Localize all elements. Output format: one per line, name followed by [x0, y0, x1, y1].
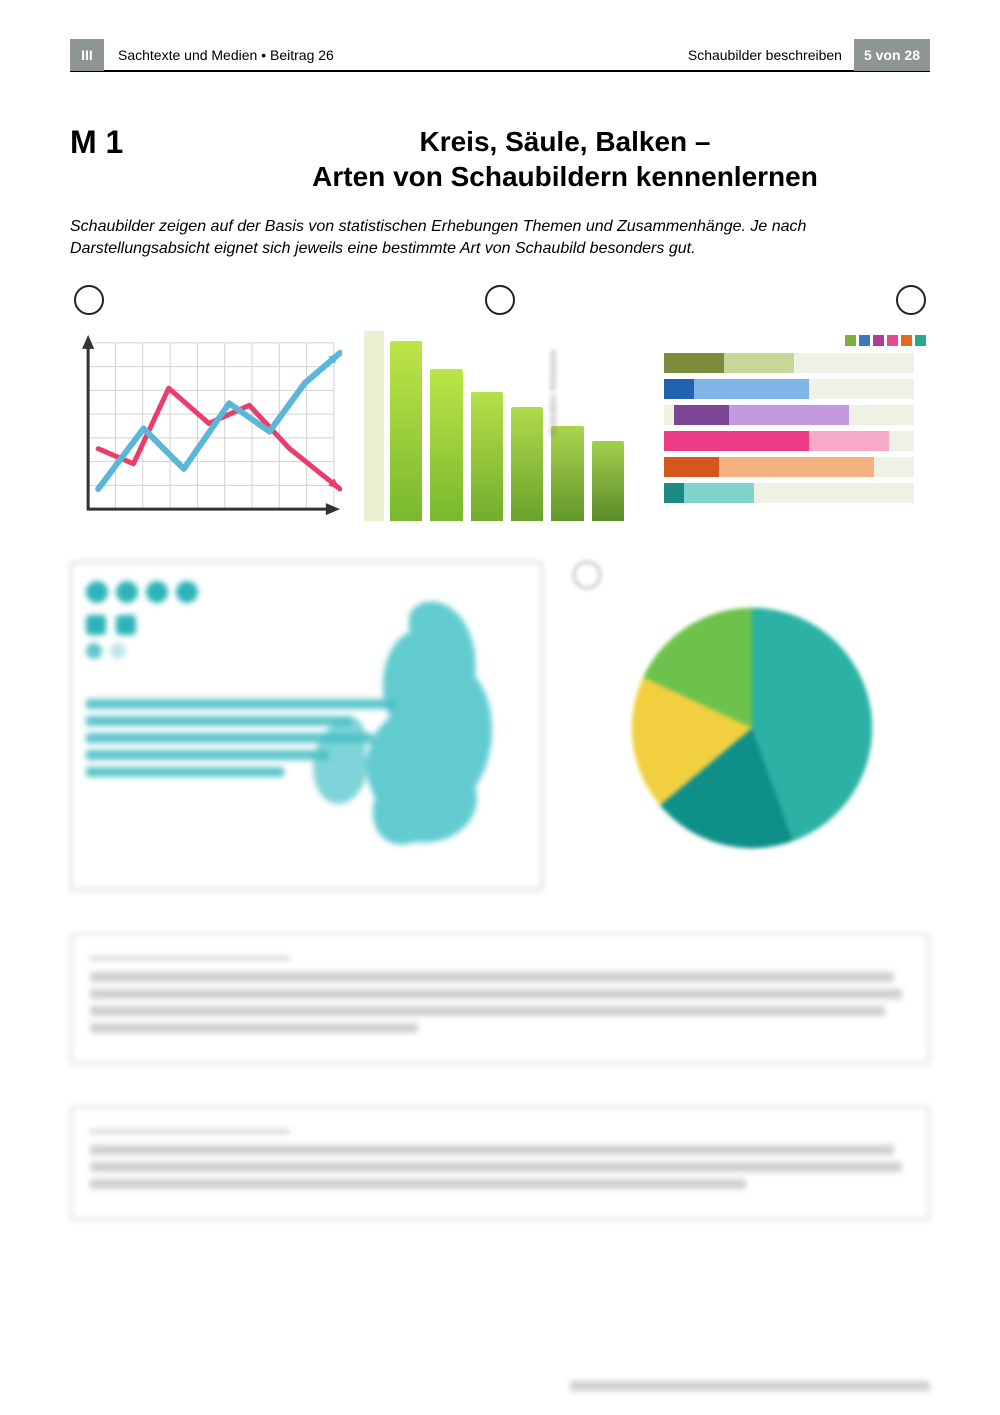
label-circle-3 [896, 285, 926, 315]
gantt-legend [845, 335, 926, 346]
page: III Sachtexte und Medien • Beitrag 26 Sc… [0, 0, 1000, 1415]
title-line1: Kreis, Säule, Balken – [419, 126, 710, 157]
map-shape [305, 587, 515, 857]
image-attribution: Illustration: thinkstock [548, 350, 558, 436]
header-topic: Schaubilder beschreiben [688, 47, 854, 63]
title-row: M 1 Kreis, Säule, Balken – Arten von Sch… [70, 124, 930, 194]
label-circle-4 [573, 561, 601, 589]
pie-chart-wrap [573, 561, 930, 891]
intro-paragraph: Schaubilder zeigen auf der Basis von sta… [70, 216, 930, 259]
line-chart-svg [70, 331, 342, 521]
label-circle-2 [485, 285, 515, 315]
gantt-chart [658, 331, 930, 521]
header-roman: III [70, 39, 104, 71]
line-chart [70, 331, 342, 521]
mid-row [70, 561, 930, 891]
label-circle-1 [74, 285, 104, 315]
title-line2: Arten von Schaubildern kennenlernen [312, 161, 818, 192]
description-box-2 [70, 1106, 930, 1220]
footer-text [570, 1381, 930, 1391]
map-infographic [70, 561, 543, 891]
charts-top-row [70, 331, 930, 521]
column-chart-bars [384, 331, 630, 521]
header-page-tag: 5 von 28 [854, 39, 930, 71]
column-chart-band [364, 331, 384, 521]
gantt-chart-body [658, 331, 930, 521]
page-title: Kreis, Säule, Balken – Arten von Schaubi… [200, 124, 930, 194]
header-chapter: Sachtexte und Medien • Beitrag 26 [104, 47, 688, 63]
description-box-1 [70, 933, 930, 1064]
module-label: M 1 [70, 124, 200, 161]
box2-heading-underline [90, 1130, 290, 1133]
label-circles-row [70, 285, 930, 315]
page-header: III Sachtexte und Medien • Beitrag 26 Sc… [70, 40, 930, 72]
column-chart [364, 331, 636, 521]
pie-chart [627, 603, 877, 853]
box1-heading-underline [90, 957, 290, 960]
